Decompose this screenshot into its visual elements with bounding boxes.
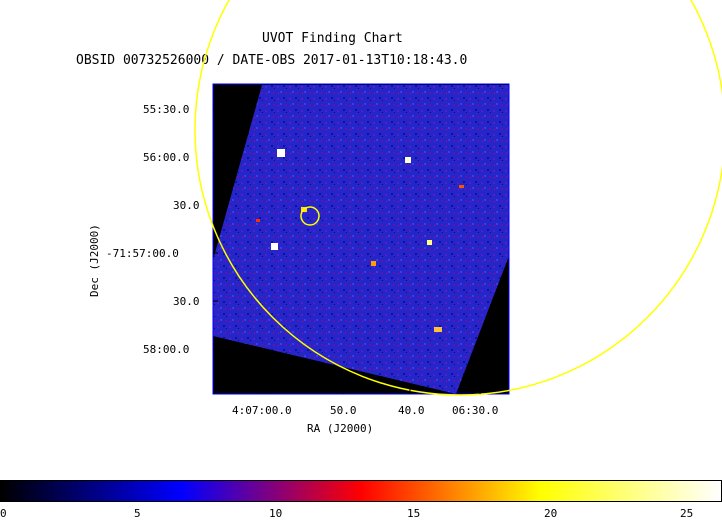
y-tick-label: 55:30.0 <box>143 103 190 116</box>
target-circle <box>300 206 320 226</box>
chart-title: UVOT Finding Chart <box>262 31 403 46</box>
plot-frame <box>212 83 510 395</box>
y-tick-label: 30.0 <box>173 295 200 308</box>
x-tick-label: 40.0 <box>398 404 425 417</box>
colorbar-tick-label: 0 <box>0 507 7 520</box>
colorbar-tick-label: 10 <box>269 507 283 520</box>
y-tick-label: 58:00.0 <box>143 343 190 356</box>
colorbar-tick-label: 15 <box>407 507 421 520</box>
colorbar <box>0 480 722 502</box>
source-2 <box>405 157 411 163</box>
source-5 <box>256 219 260 222</box>
x-axis-label: RA (J2000) <box>307 422 374 435</box>
y-tick-label: 30.0 <box>173 199 200 212</box>
x-tick-label: 50.0 <box>330 404 357 417</box>
x-tick-label: 06:30.0 <box>452 404 499 417</box>
x-tick-label: 4:07:00.0 <box>232 404 292 417</box>
source-3 <box>459 185 464 188</box>
exposure-footprint <box>213 85 509 394</box>
axis-ticks <box>213 108 481 394</box>
y-tick-label: -71:57:00.0 <box>106 247 179 260</box>
colorbar-tick-label: 5 <box>134 507 141 520</box>
source-8 <box>371 261 376 266</box>
y-tick-label: 56:00.0 <box>143 151 190 164</box>
colorbar-tick-label: 25 <box>680 507 694 520</box>
source-9 <box>434 327 442 332</box>
source-6 <box>427 240 432 245</box>
source-7 <box>271 243 278 250</box>
source-1 <box>277 149 285 157</box>
y-axis-label: Dec (J2000) <box>88 224 101 297</box>
error-circle <box>194 0 722 396</box>
colorbar-tick-label: 20 <box>544 507 558 520</box>
chart-subtitle: OBSID 00732526000 / DATE-OBS 2017-01-13T… <box>76 53 468 68</box>
